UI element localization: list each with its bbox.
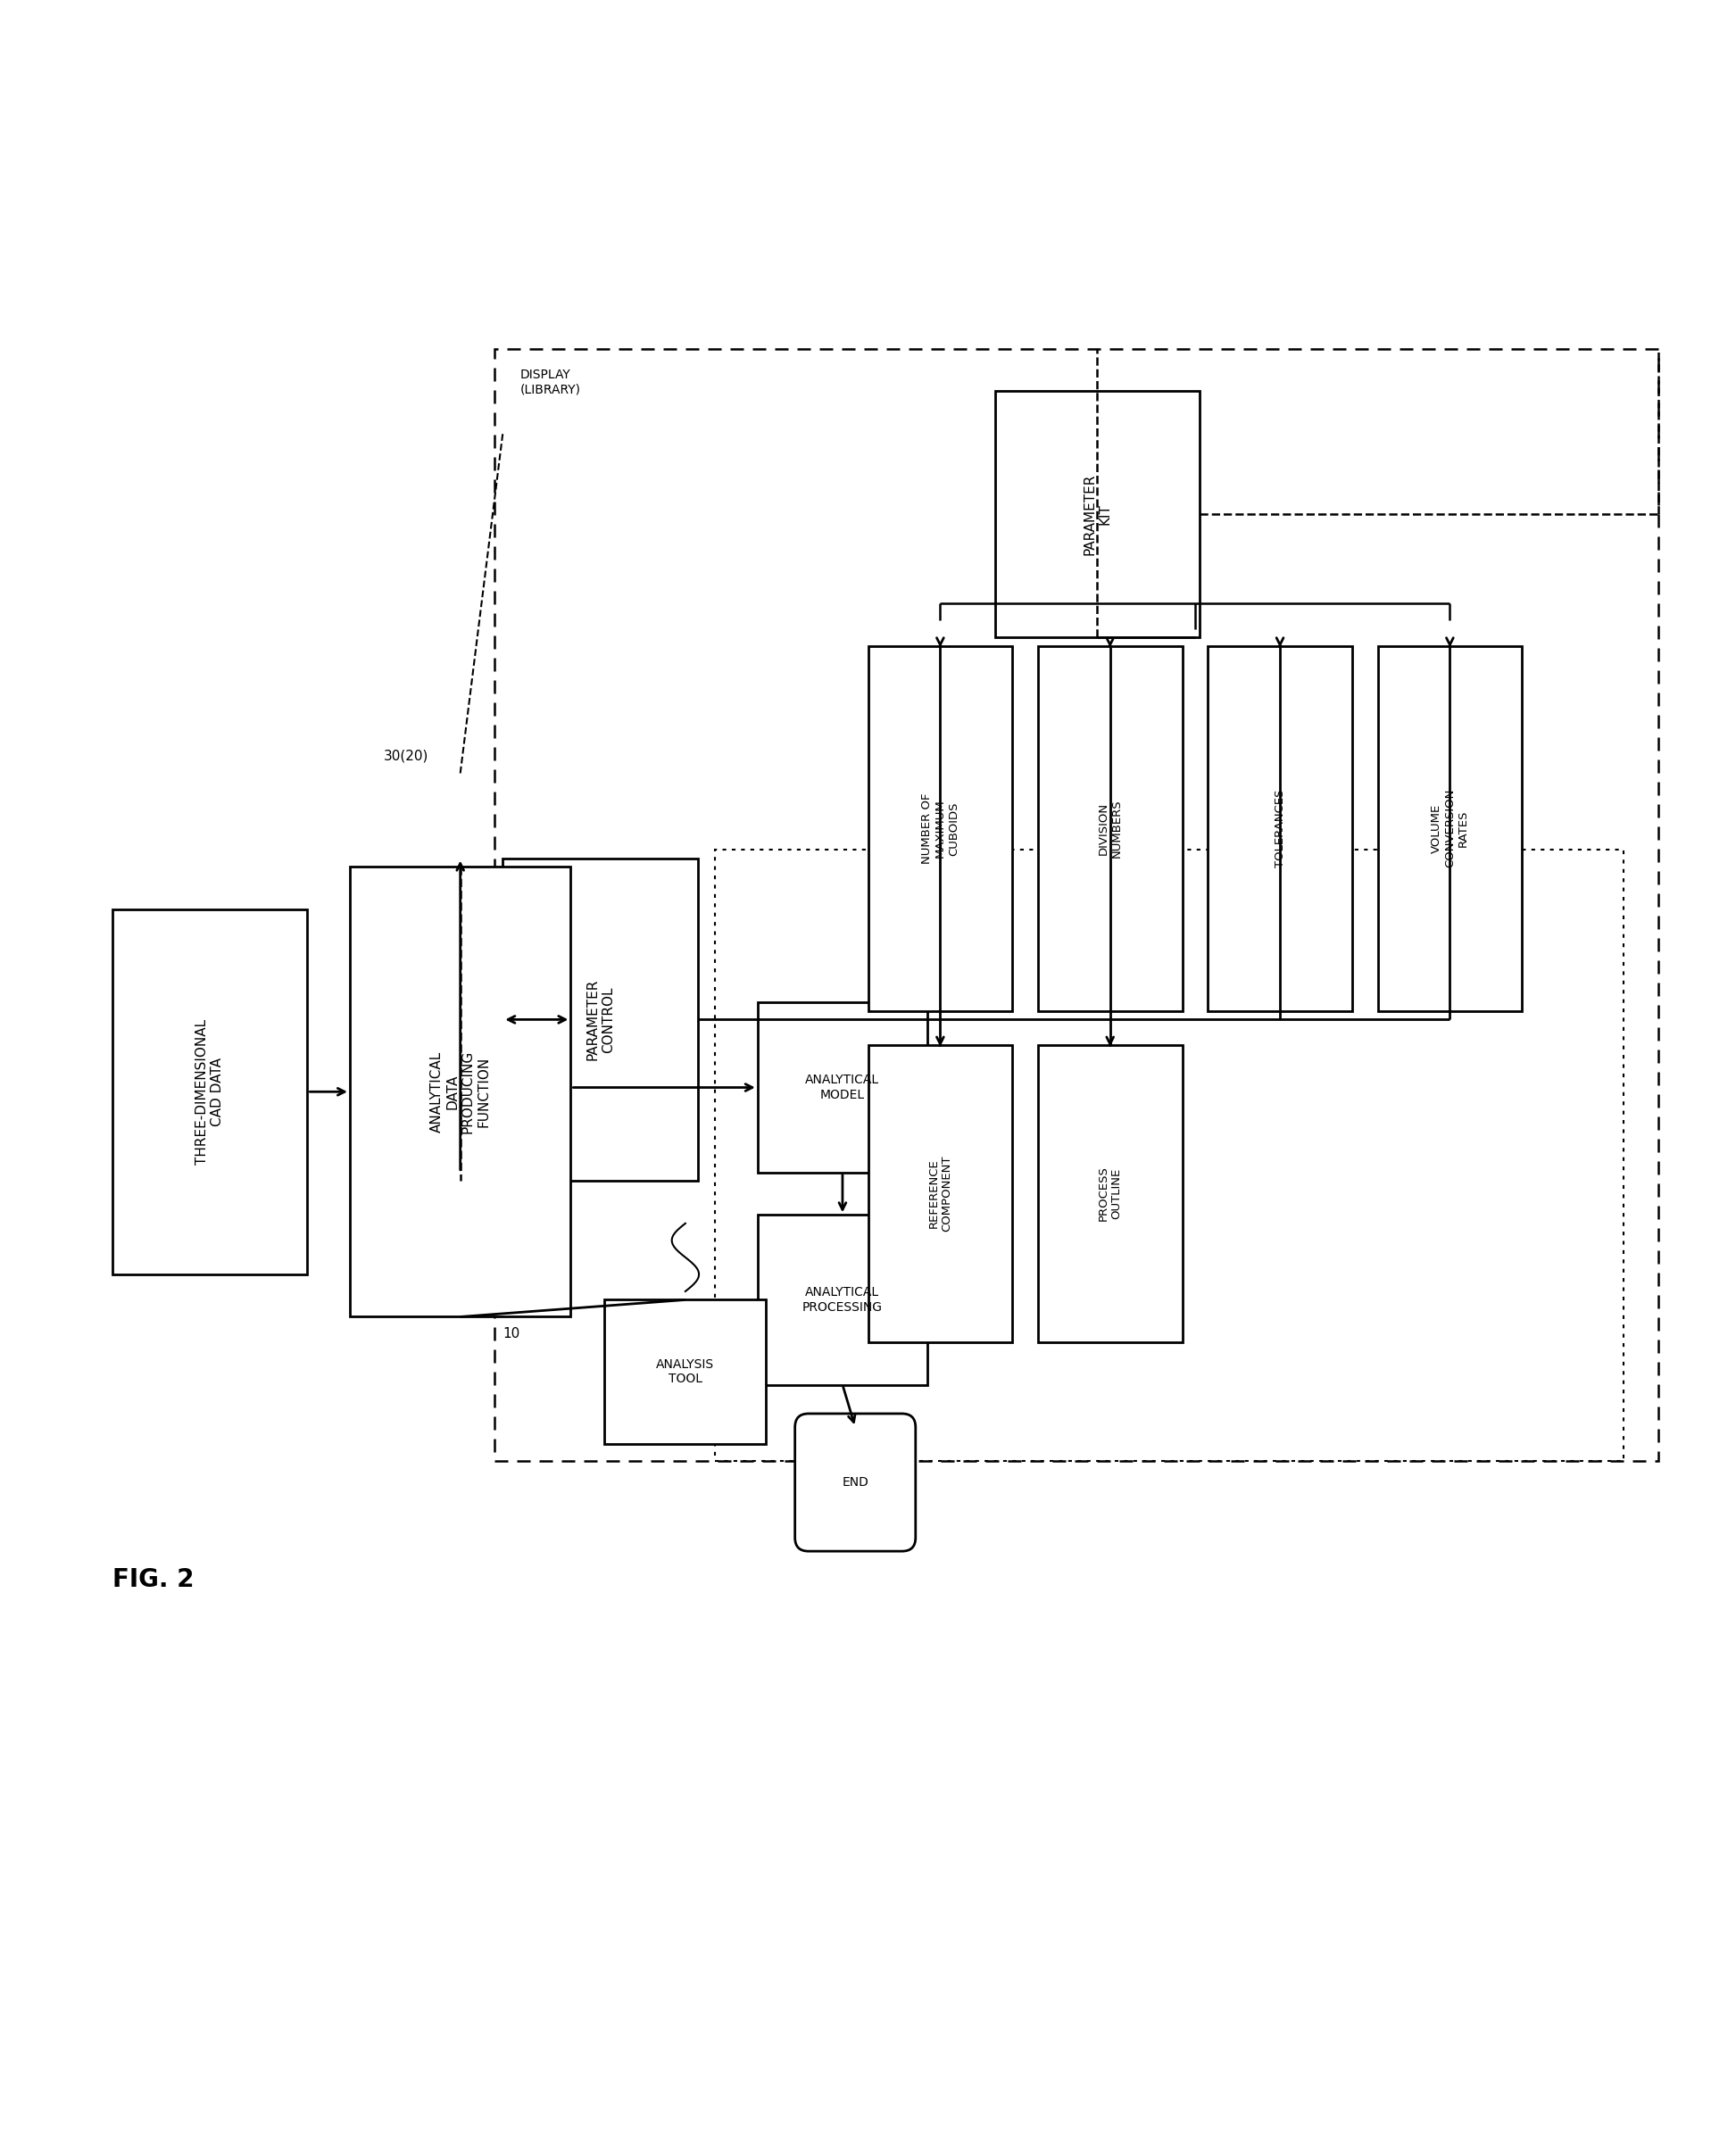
Text: END: END (842, 1475, 868, 1488)
Bar (113, 910, 307, 1274)
Text: DIVISION
NUMBERS: DIVISION NUMBERS (1097, 799, 1123, 859)
Text: PARAMETER
KIT: PARAMETER KIT (1083, 473, 1111, 555)
Text: ANALYTICAL
DATA
PRODUCING
FUNCTION: ANALYTICAL DATA PRODUCING FUNCTION (431, 1049, 490, 1133)
Bar (1038, 1045, 1182, 1342)
Bar (868, 1045, 1012, 1342)
Text: FIG. 2: FIG. 2 (113, 1567, 194, 1593)
Text: VOLUME
CONVERSION
RATES: VOLUME CONVERSION RATES (1430, 790, 1469, 867)
Text: 30(20): 30(20) (384, 749, 429, 762)
FancyBboxPatch shape (795, 1413, 915, 1552)
Text: 10: 10 (503, 1327, 521, 1340)
Text: NUMBER OF
MAXIMUM
CUBOIDS: NUMBER OF MAXIMUM CUBOIDS (922, 792, 960, 865)
Text: REFERENCE
COMPONENT: REFERENCE COMPONENT (927, 1156, 953, 1231)
Bar (495, 349, 1658, 1460)
Bar (604, 1300, 766, 1445)
Bar (868, 647, 1012, 1011)
Bar (1208, 647, 1352, 1011)
Text: ANALYTICAL
MODEL: ANALYTICAL MODEL (806, 1075, 880, 1100)
Text: PROCESS
OUTLINE: PROCESS OUTLINE (1097, 1167, 1123, 1220)
Text: TOLERANCES: TOLERANCES (1274, 790, 1286, 867)
Text: DISPLAY
(LIBRARY): DISPLAY (LIBRARY) (519, 368, 580, 396)
Bar (757, 1002, 927, 1173)
Text: ANALYSIS
TOOL: ANALYSIS TOOL (656, 1360, 715, 1385)
Bar (503, 859, 698, 1182)
Bar (1038, 647, 1182, 1011)
Bar (351, 867, 571, 1317)
Text: ANALYTICAL
PROCESSING: ANALYTICAL PROCESSING (802, 1287, 882, 1312)
Bar (715, 850, 1623, 1460)
Text: PARAMETER
CONTROL: PARAMETER CONTROL (587, 978, 615, 1060)
Text: THREE-DIMENSIONAL
CAD DATA: THREE-DIMENSIONAL CAD DATA (194, 1019, 224, 1165)
Bar (757, 1214, 927, 1385)
Bar (1378, 647, 1522, 1011)
Bar (995, 392, 1200, 638)
